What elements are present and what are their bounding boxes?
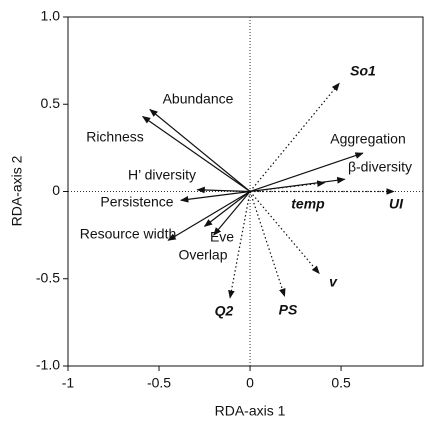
arrow-label: Abundance [163,91,234,107]
arrow [149,108,251,192]
arrow [249,191,320,275]
arrow [228,191,251,299]
y-axis-label: RDA-axis 2 [9,155,25,226]
arrow-label: Overlap [178,247,227,263]
y-tick-label: -0.5 [36,269,60,285]
x-tick-label: 0.5 [331,375,351,391]
arrow [180,190,251,203]
arrow [249,152,364,193]
y-tick-label: 0 [52,182,60,198]
arrow [141,115,251,192]
y-tick-label: -1.0 [36,357,60,373]
arrow-label: Eve [210,229,234,245]
arrow [249,191,286,297]
arrow [213,191,251,236]
x-axis-label: RDA-axis 1 [215,403,286,419]
arrow-label: β-diversity [348,159,412,175]
arrow-label: Resource width [80,226,177,242]
arrow [249,176,346,193]
y-tick-label: 1.0 [41,8,61,24]
arrow-label: So1 [350,63,376,79]
y-tick-label: 0.5 [41,95,61,111]
arrow [167,190,251,241]
arrow-label: Q2 [215,303,234,319]
arrow-label: Persistence [100,194,173,210]
arrow [249,180,326,193]
arrow-label: PS [279,302,298,318]
x-tick-label: 0 [246,375,254,391]
arrow-label: temp [291,196,325,212]
arrow-label: Richness [86,129,144,145]
x-tick-label: -0.5 [147,375,171,391]
x-tick-label: -1 [62,375,75,391]
arrow [249,82,340,192]
arrow-label: H’ diversity [128,167,196,183]
arrow [196,186,251,194]
arrow-label: v [329,274,338,290]
arrow [203,191,251,227]
arrow-label: UI [389,196,404,212]
arrow-label: Aggregation [330,131,406,147]
